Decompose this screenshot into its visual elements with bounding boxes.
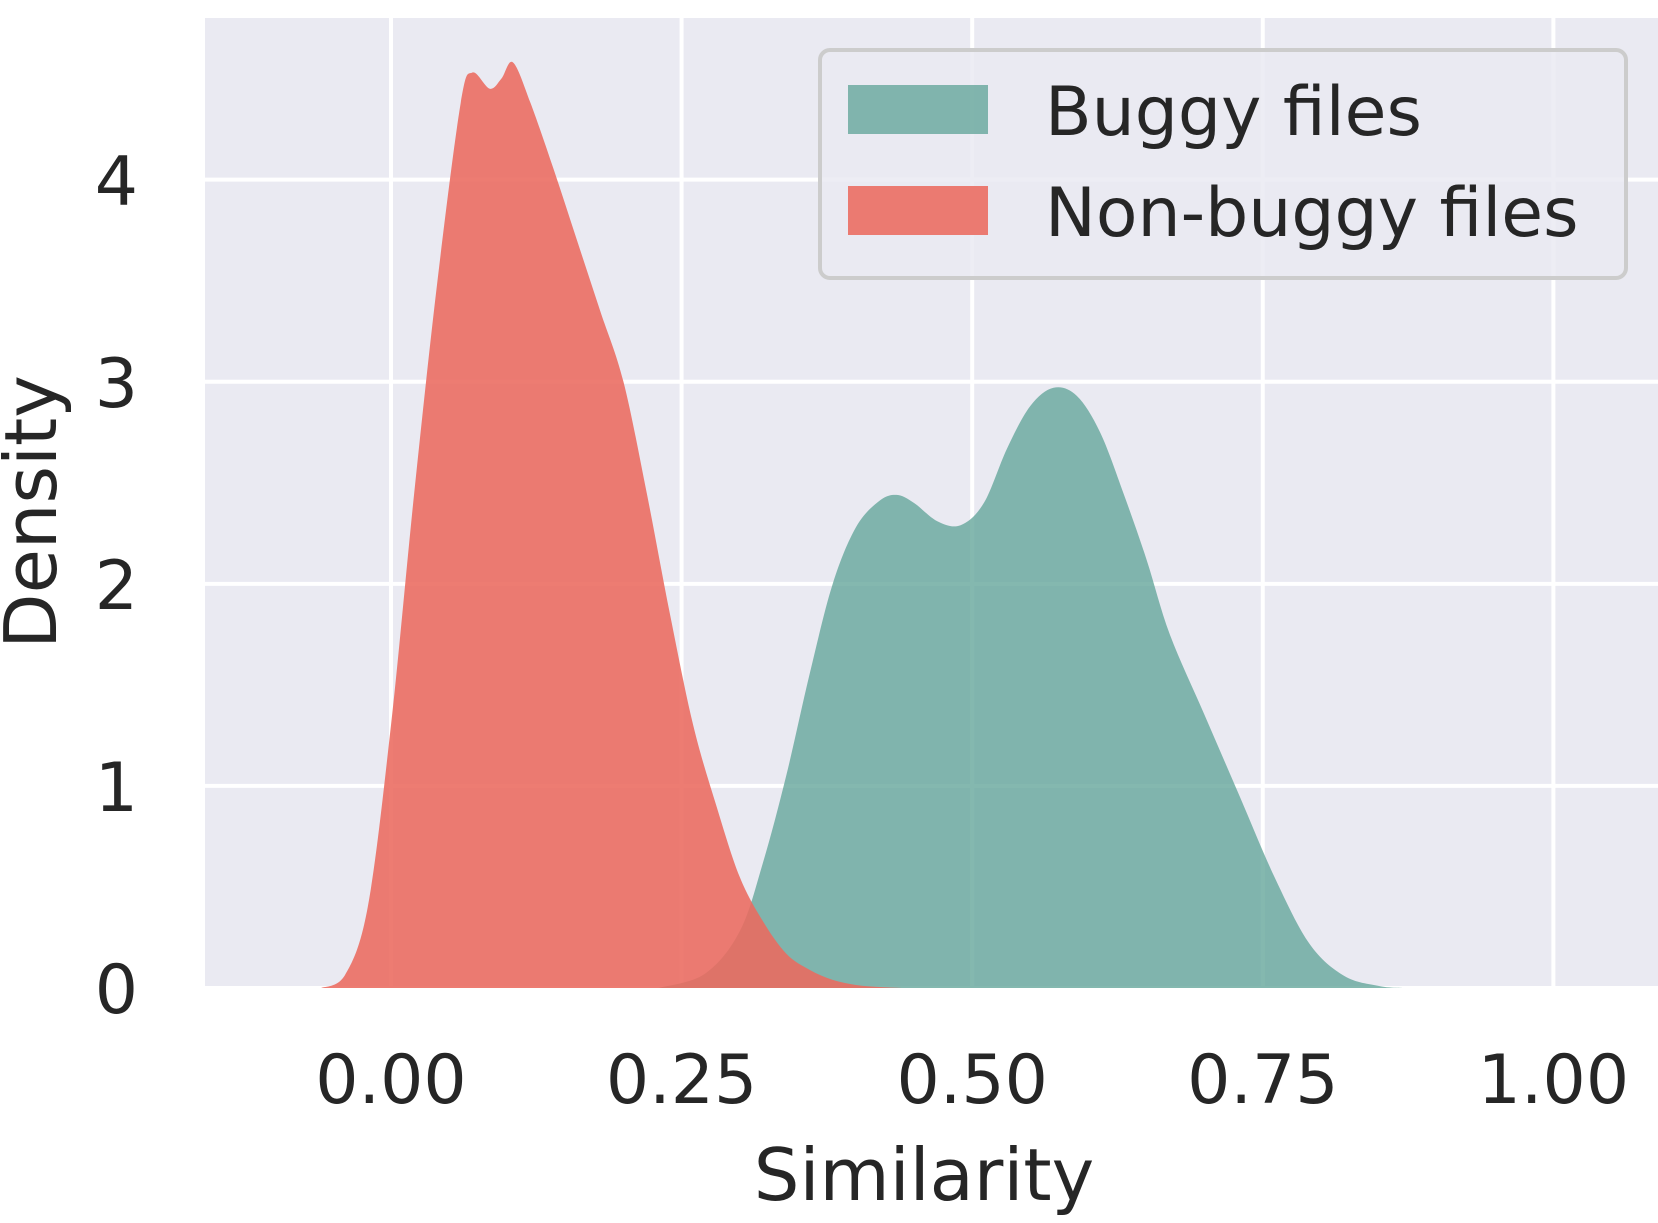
x-axis-label: Similarity: [754, 1133, 1094, 1217]
x-tick-label: 0.00: [315, 1041, 466, 1120]
y-tick-label: 0: [95, 951, 138, 1030]
legend-swatch-buggy: [848, 85, 988, 134]
density-area-non-buggy: [321, 61, 903, 989]
y-tick-label: 3: [95, 345, 138, 424]
y-tick-label: 2: [95, 547, 138, 626]
y-axis-label: Density: [0, 375, 73, 649]
legend: Buggy files Non-buggy files: [818, 48, 1628, 280]
x-tick-label: 0.25: [606, 1041, 757, 1120]
x-tick-labels: 0.00 0.25 0.50 0.75 1.00: [315, 1041, 1629, 1120]
density-area-buggy: [658, 387, 1403, 988]
legend-label-non-buggy: Non-buggy files: [1045, 174, 1579, 253]
legend-frame: [818, 48, 1628, 280]
x-tick-label: 1.00: [1478, 1041, 1629, 1120]
x-tick-label: 0.75: [1187, 1041, 1338, 1120]
y-tick-label: 4: [95, 143, 138, 222]
x-tick-label: 0.50: [896, 1041, 1047, 1120]
density-areas: [321, 61, 1403, 989]
legend-swatch-non-buggy: [848, 186, 988, 235]
y-tick-label: 1: [95, 749, 138, 828]
legend-label-buggy: Buggy files: [1045, 73, 1422, 152]
y-tick-labels: 0 1 2 3 4: [95, 143, 138, 1030]
